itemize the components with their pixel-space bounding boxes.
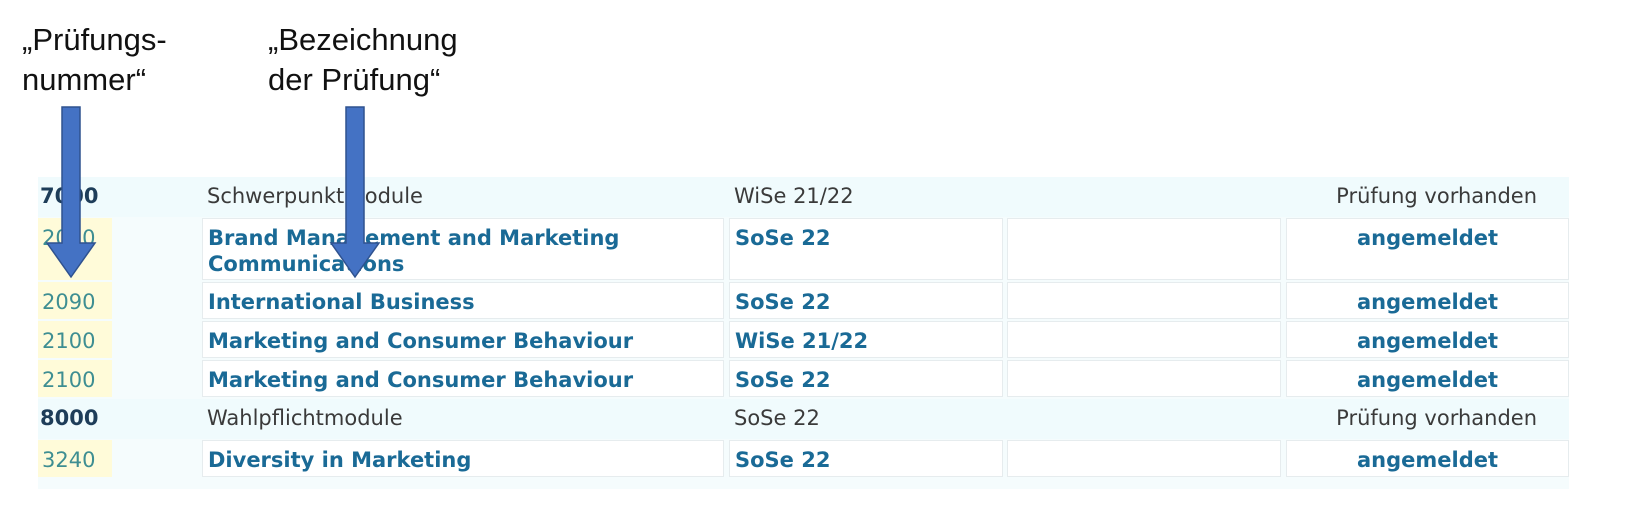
exam-semester-link[interactable]: SoSe 22 [729,282,1003,319]
exam-number: 2100 [38,321,112,358]
empty-cell [1007,399,1281,439]
exam-status-link[interactable]: angemeldet [1286,321,1569,358]
exam-semester: SoSe 22 [734,406,820,430]
empty-cell [1007,218,1281,280]
exam-title: Wahlpflichtmodule [207,406,403,430]
exam-title-link[interactable]: International Business [202,282,724,319]
exam-number-callout: „Prüfungs- nummer“ [22,20,167,100]
exam-semester-link[interactable]: SoSe 22 [729,440,1003,477]
module-group-row: 8000 Wahlpflichtmodule SoSe 22 Prüfung v… [38,399,1569,439]
callout-line: „Prüfungs- [22,22,167,57]
arrow-down-icon [329,106,381,279]
exam-title-callout: „Bezeichnung der Prüfung“ [268,20,458,100]
exam-status: Prüfung vorhanden [1336,406,1537,430]
exam-title: Schwerpunktmodule [207,184,423,208]
exam-semester-link[interactable]: SoSe 22 [729,218,1003,280]
exam-status-link[interactable]: angemeldet [1286,440,1569,477]
exam-title-link[interactable]: Marketing and Consumer Behaviour [202,321,724,358]
exam-row[interactable]: 2090 International Business SoSe 22 ange… [38,282,1569,319]
exam-row[interactable]: 3240 Diversity in Marketing SoSe 22 ange… [38,440,1569,477]
exam-row[interactable]: 2020 Brand Management and Marketing Comm… [38,218,1569,280]
exam-table: 7000 Schwerpunktmodule WiSe 21/22 Prüfun… [38,177,1569,489]
exam-semester-link[interactable]: WiSe 21/22 [729,321,1003,358]
exam-number: 2100 [38,360,112,397]
callout-line: der Prüfung“ [268,62,441,97]
exam-status-link[interactable]: angemeldet [1286,360,1569,397]
callout-line: nummer“ [22,62,147,97]
exam-title-link[interactable]: Diversity in Marketing [202,440,724,477]
exam-status-link[interactable]: angemeldet [1286,282,1569,319]
arrow-down-icon [45,106,97,279]
exam-row[interactable]: 2100 Marketing and Consumer Behaviour So… [38,360,1569,397]
empty-cell [1007,440,1281,477]
exam-semester: WiSe 21/22 [734,184,854,208]
exam-number: 8000 [40,406,99,430]
empty-cell [1007,177,1281,217]
module-group-row: 7000 Schwerpunktmodule WiSe 21/22 Prüfun… [38,177,1569,217]
exam-number: 3240 [38,440,112,477]
exam-title-link[interactable]: Brand Management and Marketing Communica… [202,218,724,280]
exam-row[interactable]: 2100 Marketing and Consumer Behaviour Wi… [38,321,1569,358]
empty-cell [1007,321,1281,358]
exam-title-link[interactable]: Marketing and Consumer Behaviour [202,360,724,397]
exam-status: Prüfung vorhanden [1336,184,1537,208]
exam-semester-link[interactable]: SoSe 22 [729,360,1003,397]
exam-status-link[interactable]: angemeldet [1286,218,1569,280]
exam-number: 2090 [38,282,112,319]
callout-line: „Bezeichnung [268,22,458,57]
empty-cell [1007,282,1281,319]
empty-cell [1007,360,1281,397]
